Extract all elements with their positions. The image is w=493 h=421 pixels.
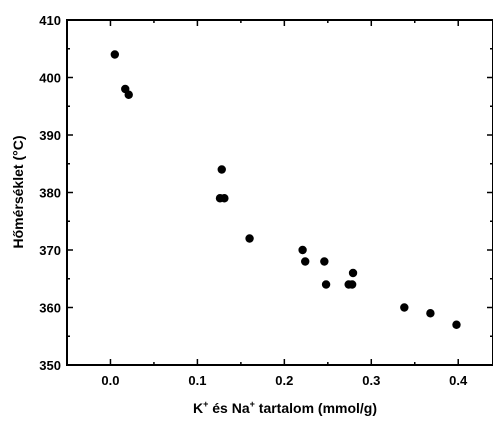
x-tick-label: 0.4 xyxy=(449,373,468,388)
data-point xyxy=(245,234,254,243)
y-tick-label: 390 xyxy=(39,128,61,143)
data-point xyxy=(321,280,331,289)
x-axis-title: K+ és Na+ tartalom (mmol/g) xyxy=(193,399,377,416)
data-point xyxy=(426,309,435,318)
data-point xyxy=(124,90,133,99)
y-tick-label: 360 xyxy=(39,301,61,316)
data-points xyxy=(110,50,461,329)
y-tick-label: 410 xyxy=(39,13,61,28)
data-point xyxy=(400,303,409,312)
tick-labels: 0.0 0.1 0.2 0.3 0.4 350 360 370 380 390 400 410 xyxy=(39,13,468,388)
data-point xyxy=(217,165,226,174)
x-tick-label: 0.0 xyxy=(101,373,119,388)
data-point xyxy=(110,50,120,59)
y-tick-label: 350 xyxy=(39,358,61,373)
y-axis-title: Hőmérséklet (°C) xyxy=(10,136,26,249)
x-tick-label: 0.3 xyxy=(362,373,380,388)
axis-ticks xyxy=(66,19,493,366)
data-point xyxy=(301,257,310,266)
y-tick-label: 380 xyxy=(39,186,61,201)
data-point xyxy=(298,245,307,255)
x-tick-label: 0.2 xyxy=(275,373,293,388)
y-tick-label: 400 xyxy=(39,71,61,86)
data-point xyxy=(452,320,461,329)
data-point xyxy=(320,257,329,266)
data-point xyxy=(348,268,358,278)
x-tick-label: 0.1 xyxy=(188,373,206,388)
data-point xyxy=(347,280,357,289)
y-tick-label: 370 xyxy=(39,243,61,258)
data-point xyxy=(220,194,229,203)
